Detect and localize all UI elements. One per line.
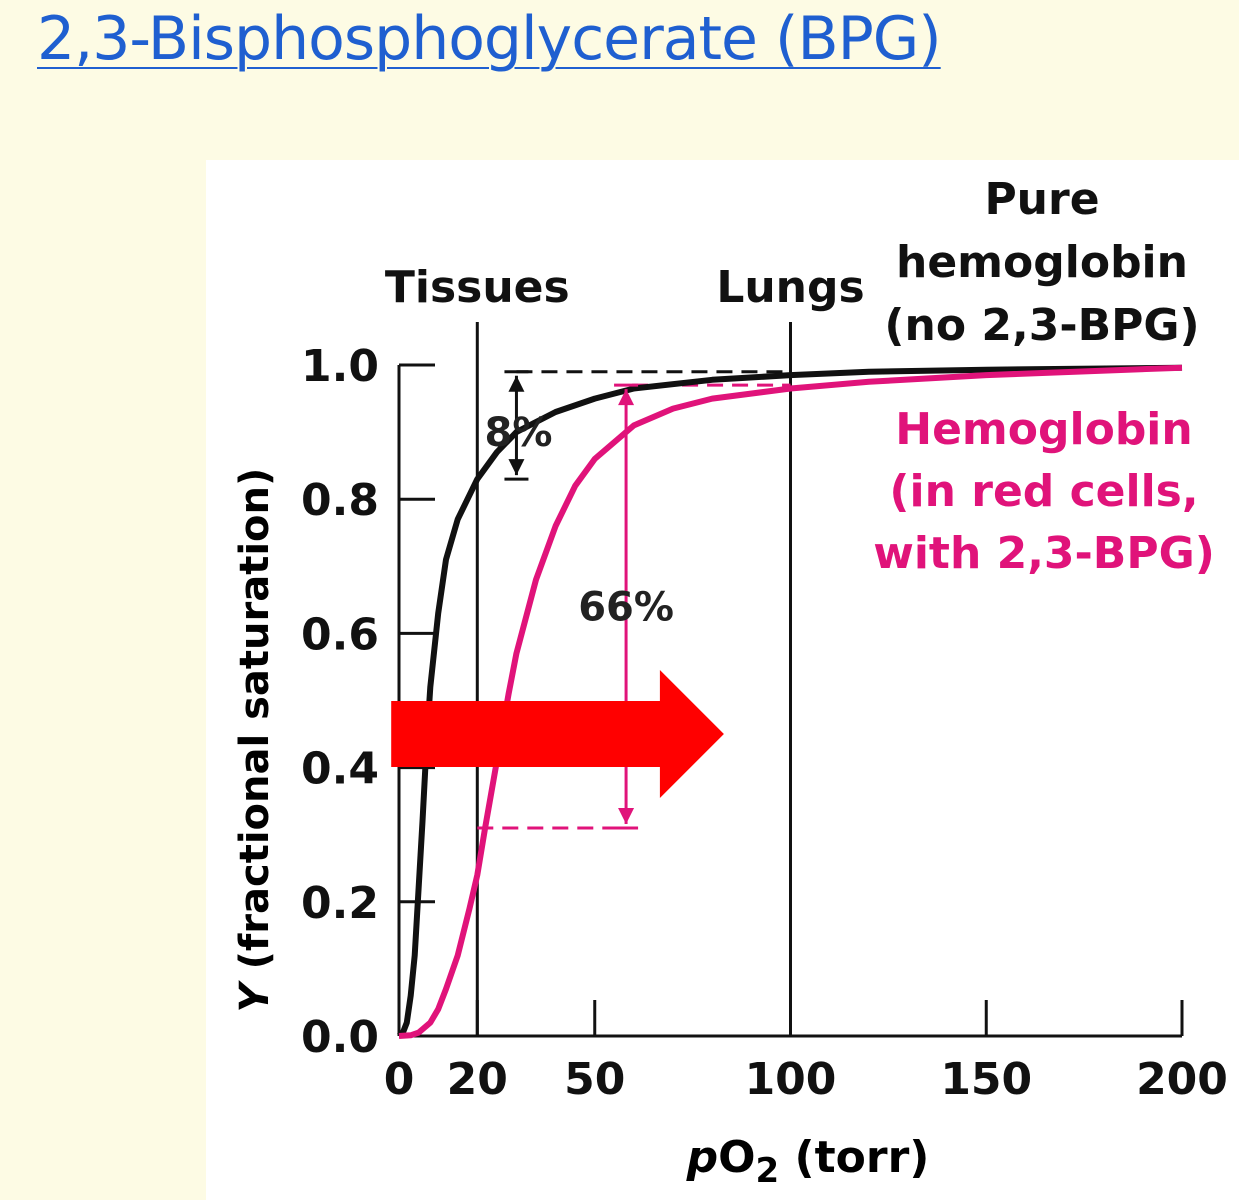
legend-line: (in red cells, [889, 466, 1198, 517]
chart-text: pO2 (torr) Y (fractional saturation) [232, 468, 929, 1191]
x-tick-label: 0 [384, 1054, 415, 1105]
legend-pure-hemoglobin: Pure hemoglobin (no 2,3-BPG) [884, 174, 1199, 351]
y-tick-label: 0.4 [301, 744, 379, 795]
legend-line: (no 2,3-BPG) [884, 300, 1199, 351]
y-axis-label: Y (fractional saturation) [232, 468, 278, 1013]
marker-label-tissues: Tissues [385, 262, 570, 313]
curve-pure-hemoglobin [397, 364, 1183, 1039]
legend-line: hemoglobin [896, 237, 1188, 288]
curve-red-cell-hemoglobin [398, 364, 1183, 1039]
annotation-label: 8% [484, 410, 552, 456]
highlight-arrow-icon [391, 670, 724, 798]
y-tick-label: 0.2 [301, 878, 379, 929]
x-tick-label: 20 [447, 1054, 508, 1105]
slide-title-link[interactable]: 2,3-Bisphosphoglycerate (BPG) [37, 4, 942, 74]
vertical-markers: Tissues Lungs [385, 262, 865, 1036]
annotation-label: 66% [578, 585, 674, 631]
y-tick-label: 0.6 [301, 609, 379, 660]
x-axis-label: pO2 (torr) [686, 1132, 930, 1191]
chart-panel: Tissues Lungs 0 20 50 100 150 200 0.0 0.2 0.4 0.6 0… [206, 160, 1239, 1200]
annotation-head-up [508, 375, 525, 392]
marker-label-lungs: Lungs [716, 262, 864, 313]
y-tick-label: 1.0 [301, 341, 379, 392]
x-tick-label: 200 [1136, 1054, 1228, 1105]
y-tick-label: 0.0 [301, 1012, 379, 1063]
legend-line: Pure [984, 174, 1099, 225]
x-tick-label: 100 [745, 1054, 837, 1105]
legend-line: with 2,3-BPG) [873, 528, 1215, 579]
x-tick-label: 50 [564, 1054, 625, 1105]
legend-line: Hemoglobin [895, 404, 1192, 455]
annotation-head-down [508, 459, 525, 476]
highlight-arrow-layer [391, 670, 724, 798]
legend-red-cell-hemoglobin: Hemoglobin (in red cells, with 2,3-BPG) [873, 404, 1215, 579]
y-tick-label: 0.8 [301, 475, 379, 526]
curves: Pure hemoglobin (no 2,3-BPG) Hemoglobin (in … [397, 174, 1215, 1039]
oxygen-saturation-chart: Tissues Lungs 0 20 50 100 150 2000.00.20.40.60… [232, 174, 1228, 1191]
annotation-head-up [618, 389, 635, 406]
annotation-head-down [618, 807, 635, 824]
x-tick-label: 150 [940, 1054, 1032, 1105]
axes: 0 20 50 100 150 200 0.0 0.2 0.4 0.6 0.8 1.0 [301, 341, 1228, 1105]
